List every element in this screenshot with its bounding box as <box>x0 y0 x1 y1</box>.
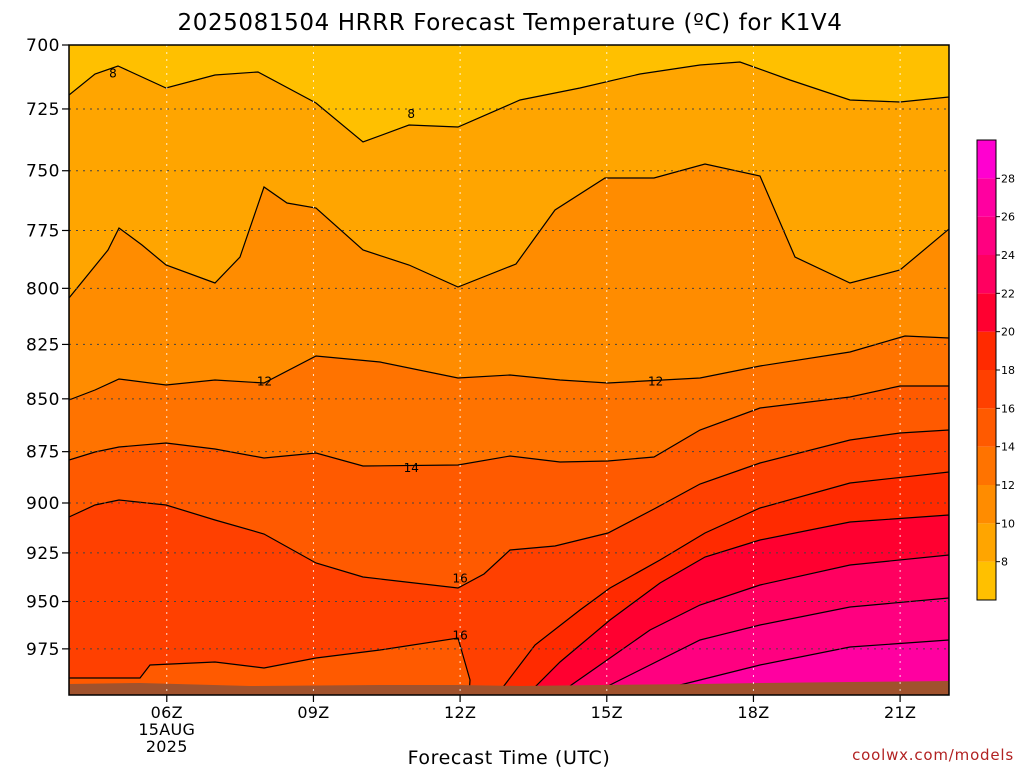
colorbar-tick-label-28: 28 <box>1001 172 1015 185</box>
credit-link[interactable]: coolwx.com/models <box>852 746 1014 764</box>
x-tick-label-12Z: 12Z <box>444 703 476 722</box>
y-tick-label-775: 775 <box>26 221 60 241</box>
plot-frame <box>68 44 950 696</box>
colorbar-segment-22-24 <box>977 255 996 294</box>
colorbar-tick-label-22: 22 <box>1001 287 1015 300</box>
x-tick-label-06Z: 06Z <box>151 703 183 722</box>
colorbar-segment-24-26 <box>977 216 996 255</box>
colorbar-segment-20-22 <box>977 293 996 332</box>
colorbar-tick-label-18: 18 <box>1001 364 1015 377</box>
colorbar-tick-label-24: 24 <box>1001 249 1015 262</box>
x-tick-label-18Z: 18Z <box>737 703 769 722</box>
contour-label-16-5: 16 <box>452 571 467 585</box>
contour-label-16-6: 16 <box>452 629 467 643</box>
contour-label-12-2: 12 <box>257 375 272 389</box>
colorbar-segment-28-30 <box>977 140 996 179</box>
y-tick-label-850: 850 <box>26 390 60 410</box>
y-tick-label-975: 975 <box>26 640 60 660</box>
x-tick-label-09Z: 09Z <box>297 703 329 722</box>
colorbar-segment-6-8 <box>977 561 996 600</box>
y-tick-label-925: 925 <box>26 544 60 564</box>
x-tick-label-15Z: 15Z <box>591 703 623 722</box>
colorbar-tick-label-20: 20 <box>1001 326 1015 339</box>
y-tick-label-725: 725 <box>26 100 60 120</box>
y-tick-label-900: 900 <box>26 494 60 514</box>
y-tick-label-825: 825 <box>26 335 60 355</box>
band-26-28 <box>639 639 949 695</box>
chart-title: 2025081504 HRRR Forecast Temperature (ºC… <box>177 10 842 36</box>
y-tick-label-875: 875 <box>26 443 60 463</box>
colorbar-tick-label-10: 10 <box>1001 517 1015 530</box>
colorbar-segment-8-10 <box>977 523 996 562</box>
y-tick-label-800: 800 <box>26 279 60 299</box>
contour-label-8-1: 8 <box>407 107 415 121</box>
y-tick-label-700: 700 <box>26 36 60 56</box>
contour-label-12-3: 12 <box>648 375 663 389</box>
x-tick-label-21Z: 21Z <box>884 703 916 722</box>
contour-label-8-0: 8 <box>109 66 117 80</box>
contour-labels: 8 8 12 12 14 16 16 <box>109 66 663 642</box>
colorbar-segment-12-14 <box>977 446 996 485</box>
contour-label-14-4: 14 <box>404 461 419 475</box>
colorbar-segment-10-12 <box>977 485 996 524</box>
colorbar: 8 10 12 14 16 18 20 22 24 26 28 <box>976 139 1015 601</box>
x-tick-date: 15AUG <box>138 720 195 739</box>
colorbar-tick-label-12: 12 <box>1001 479 1015 492</box>
colorbar-segment-16-18 <box>977 370 996 409</box>
colorbar-tick-label-26: 26 <box>1001 211 1015 224</box>
y-tick-label-750: 750 <box>26 162 60 182</box>
x-tick-year: 2025 <box>146 737 188 756</box>
colorbar-segment-26-28 <box>977 178 996 217</box>
ground-terrain <box>69 681 949 695</box>
y-axis: 700 725 750 775 800 825 850 875 900 925 950 975 <box>26 36 69 660</box>
plot-area <box>69 45 949 695</box>
colorbar-tick-label-8: 8 <box>1001 556 1008 569</box>
y-tick-label-950: 950 <box>26 593 60 613</box>
colorbar-tick-label-14: 14 <box>1001 441 1015 454</box>
colorbar-tick-label-16: 16 <box>1001 402 1015 415</box>
colorbar-segment-14-16 <box>977 408 996 447</box>
x-axis-label: Forecast Time (UTC) <box>408 747 611 768</box>
colorbar-segment-18-20 <box>977 331 996 370</box>
band-16-18-lower[interactable] <box>69 637 471 695</box>
